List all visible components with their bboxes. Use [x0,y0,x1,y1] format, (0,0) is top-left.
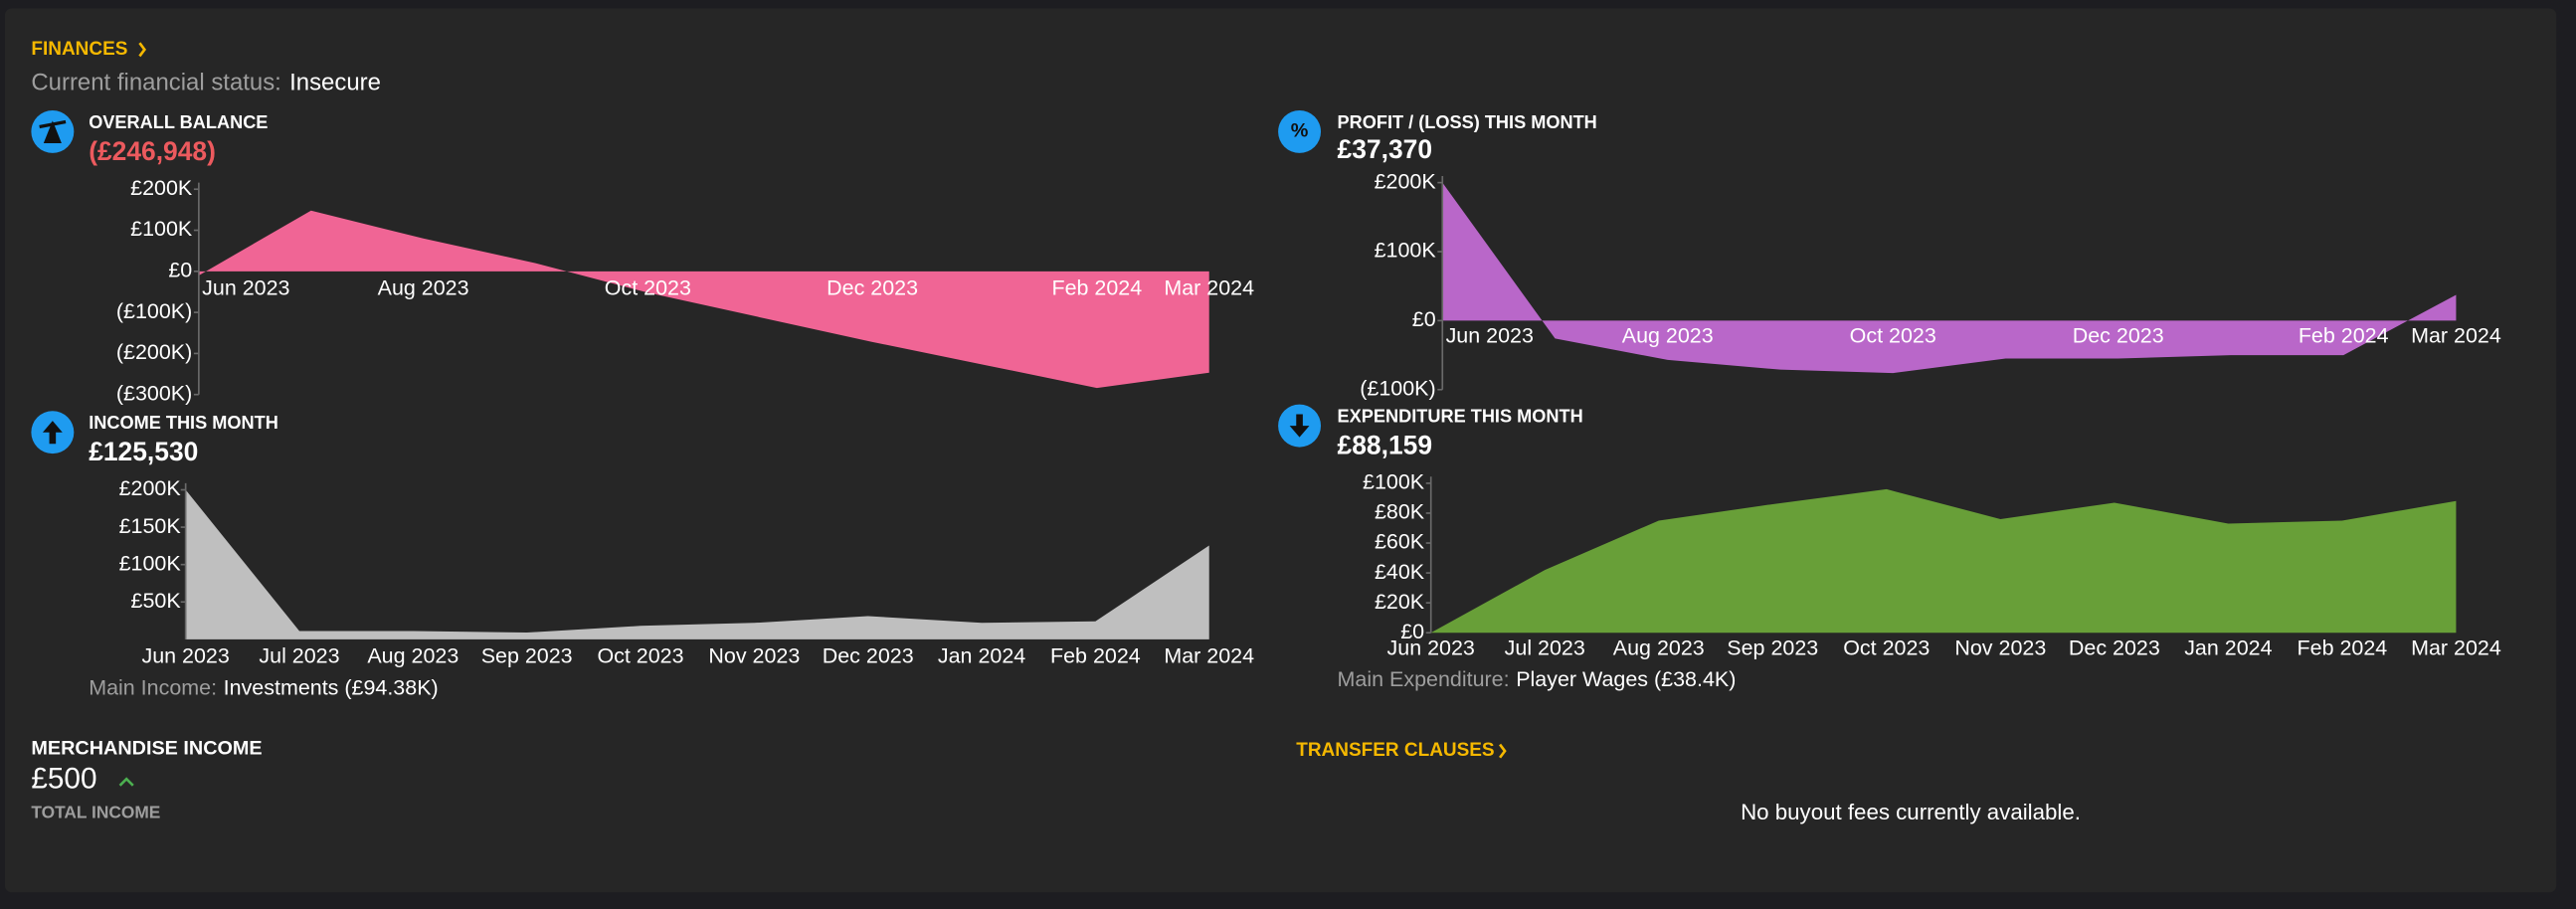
y-tick-label: £200K [130,176,193,200]
x-tick-label: Mar 2024 [1164,276,1254,300]
y-tick-label: £150K [119,514,182,538]
x-tick-label: Feb 2024 [2298,636,2388,659]
y-tick-label: (£200K) [116,340,192,364]
y-tick-label: £200K [119,476,182,500]
x-tick-label: Aug 2023 [378,276,469,300]
footnote-label: Main Expenditure: [1338,667,1510,691]
panel [4,8,2557,893]
y-tick-label: £40K [1375,560,1425,584]
x-tick-label: Dec 2023 [2069,636,2160,659]
x-tick-label: Feb 2024 [1050,644,1141,668]
x-tick-label: Nov 2023 [708,644,800,668]
y-tick-label: (£300K) [116,381,192,405]
y-tick-label: £0 [1412,307,1436,331]
x-tick-label: Aug 2023 [367,644,459,668]
x-tick-label: Jan 2024 [938,644,1025,668]
x-tick-label: Mar 2024 [2411,324,2501,348]
x-tick-label: Feb 2024 [1051,276,1142,300]
transfer-clauses-message: No buyout fees currently available. [1741,800,2081,824]
transfer-clauses-link[interactable]: TRANSFER CLAUSES [1296,740,1494,761]
merchandise-value: £500 [31,763,96,796]
status-label: Current financial status: [31,70,280,96]
x-tick-label: Dec 2023 [2073,324,2164,348]
footnote: Main Income: Investments (£94.38K) [89,675,438,699]
y-tick-label: £100K [1375,239,1437,263]
area [1442,182,2457,374]
x-tick-label: Jun 2023 [1387,636,1475,659]
x-tick-label: Oct 2023 [1850,324,1936,348]
x-tick-label: Dec 2023 [827,276,918,300]
area [185,489,1209,639]
area [1430,488,2457,634]
x-tick-label: Nov 2023 [1954,636,2046,659]
chart-title: INCOME THIS MONTH [89,413,278,433]
x-tick-label: Dec 2023 [823,644,914,668]
headline-value: £37,370 [1338,134,1432,164]
headline-value: £88,159 [1338,431,1432,460]
icon-balance [31,109,75,153]
footnote: Main Expenditure: Player Wages (£38.4K) [1338,667,1737,691]
x-tick-label: Feb 2024 [2299,324,2389,348]
y-tick-label: £50K [131,589,182,613]
y-tick-label: £0 [168,258,192,281]
headline-value: (£246,948) [89,136,216,166]
status-value: Insecure [289,70,381,96]
footnote-label: Main Income: [89,675,217,699]
x-tick-label: Jun 2023 [1446,324,1534,348]
merchandise-caption: TOTAL INCOME [31,802,160,821]
icon-expenditure [1278,404,1322,448]
y-tick-label: (£100K) [116,299,192,323]
y-tick-label: £200K [1375,169,1437,193]
y-tick-label: £0 [1400,620,1424,643]
x-tick-label: Sep 2023 [1727,636,1818,659]
x-tick-label: Sep 2023 [481,644,573,668]
y-tick-label: £100K [1363,470,1425,494]
footnote-value: Investments (£94.38K) [224,675,439,699]
y-tick-label: £100K [130,217,193,241]
x-tick-label: Jun 2023 [141,644,229,668]
x-tick-label: Oct 2023 [1843,636,1930,659]
x-tick-label: Oct 2023 [605,276,691,300]
footnote-value: Player Wages (£38.4K) [1516,667,1736,691]
x-tick-label: Jan 2024 [2184,636,2272,659]
y-tick-label: £100K [119,551,182,575]
chart-title: EXPENDITURE THIS MONTH [1338,407,1583,427]
chevron [1499,743,1507,759]
y-tick-label: £20K [1375,590,1425,614]
x-tick-label: Jul 2023 [1505,636,1585,659]
merchandise-title: MERCHANDISE INCOME [31,738,262,760]
chart-title: PROFIT / (LOSS) THIS MONTH [1338,112,1597,132]
x-tick-label: Aug 2023 [1613,636,1705,659]
y-tick-label: £80K [1375,500,1425,524]
x-tick-label: Oct 2023 [597,644,683,668]
x-tick-label: Mar 2024 [2411,636,2501,659]
svg-text:%: % [1291,120,1309,142]
y-tick-label: (£100K) [1360,376,1435,400]
x-tick-label: Aug 2023 [1622,324,1714,348]
finances-link[interactable]: FINANCES [31,39,127,60]
x-tick-label: Mar 2024 [1164,644,1254,668]
y-tick-label: £60K [1375,530,1425,554]
trend-up [118,777,134,787]
headline-value: £125,530 [89,437,198,466]
x-tick-label: Jun 2023 [202,276,289,300]
status-line: Current financial status: Insecure [31,70,381,96]
icon-income [31,411,75,454]
icon-profit: % [1278,109,1322,153]
area [198,210,1209,389]
chart-title: OVERALL BALANCE [89,112,268,132]
x-tick-label: Jul 2023 [259,644,339,668]
chevron [138,42,147,58]
